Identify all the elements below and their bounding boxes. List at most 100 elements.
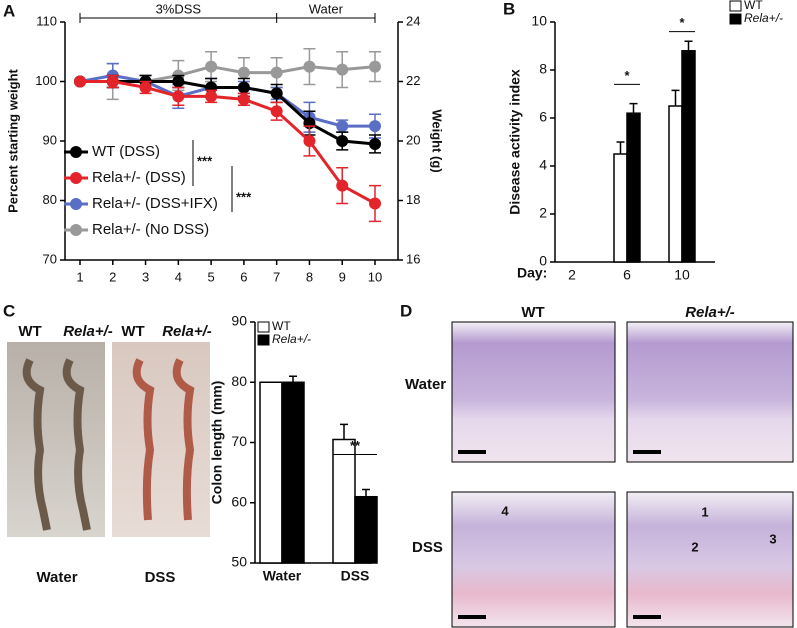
panel-label: A <box>3 1 15 20</box>
point <box>369 120 381 133</box>
x-tick-label: 9 <box>339 269 346 284</box>
error-bar <box>362 488 370 497</box>
histology-image <box>626 491 794 628</box>
point <box>205 60 218 73</box>
y2-axis-label: Weight (g) <box>430 109 445 172</box>
bar <box>332 438 356 564</box>
point <box>172 75 185 88</box>
histology-image <box>451 321 616 463</box>
point <box>270 87 283 100</box>
annotation: 3%DSS <box>156 1 202 16</box>
legend-label: WT (DSS) <box>92 143 160 160</box>
photo-dss <box>112 342 210 537</box>
photo-label: Rela+/- <box>162 323 212 340</box>
legend-marker <box>70 146 82 158</box>
x-tick-label: 4 <box>175 269 182 284</box>
bar <box>681 50 696 263</box>
photo-label: WT <box>121 323 144 340</box>
y-tick-label: 70 <box>43 251 57 266</box>
bar <box>281 381 305 564</box>
point <box>336 120 349 133</box>
histology-column: WT <box>521 304 544 321</box>
x-tick-label: 10 <box>368 269 382 284</box>
point <box>106 75 119 88</box>
annotation: *** <box>236 189 252 204</box>
x-tick-label: 3 <box>142 269 149 284</box>
error-bar <box>671 89 680 106</box>
point <box>303 135 316 147</box>
annotation: * <box>624 68 630 83</box>
x-tick-label: DSS <box>341 568 370 584</box>
bar <box>626 112 641 263</box>
legend-swatch <box>729 13 742 25</box>
error-bar <box>629 102 638 114</box>
legend-swatch <box>257 334 270 346</box>
bar <box>354 495 378 564</box>
point <box>237 93 250 106</box>
annotation: *** <box>197 153 213 168</box>
x-tick-label: 1 <box>76 269 83 284</box>
y-tick-label: 4 <box>539 157 547 173</box>
y-tick-label: 70 <box>231 433 247 449</box>
point <box>369 137 381 150</box>
y2-tick-label: 16 <box>406 251 420 266</box>
error-bar <box>289 375 297 383</box>
histology-marker: 2 <box>691 539 698 554</box>
point <box>205 90 218 103</box>
legend-label: Rela+/- <box>272 332 311 346</box>
point <box>172 90 185 103</box>
y-tick-label: 90 <box>231 313 247 329</box>
colon <box>22 358 91 531</box>
photo-water <box>7 342 105 537</box>
histology-image <box>451 491 616 628</box>
y-tick-label: 80 <box>231 373 247 389</box>
annotation: ** <box>350 438 361 453</box>
x-tick-label: 2 <box>109 269 116 284</box>
y-tick-label: 80 <box>43 192 57 207</box>
x-tick-label: 2 <box>568 267 576 283</box>
colon <box>132 358 195 521</box>
histology-image <box>626 321 794 463</box>
y-tick-label: 110 <box>36 13 57 28</box>
bar <box>259 381 283 564</box>
legend-label: Rela+/- (DSS) <box>92 169 186 186</box>
photo-label: Rela+/- <box>63 323 113 340</box>
x-tick-label: 10 <box>674 267 690 283</box>
photo-condition: DSS <box>145 569 176 586</box>
legend-swatch <box>729 0 742 12</box>
error-bar <box>616 141 625 154</box>
legend-label: WT <box>744 0 763 12</box>
y2-tick-label: 22 <box>406 73 420 88</box>
panel-label: D <box>400 301 412 320</box>
point <box>303 60 316 73</box>
legend-marker <box>70 172 82 184</box>
point <box>139 81 152 94</box>
y2-tick-label: 24 <box>406 13 420 28</box>
legend-marker <box>70 198 82 210</box>
histology-marker: 1 <box>701 504 708 519</box>
x-tick-label: 8 <box>306 269 313 284</box>
y-axis-label: Colon length (mm) <box>209 381 225 505</box>
annotation: * <box>679 15 685 30</box>
histology-marker: 3 <box>769 531 776 546</box>
histology-marker: 4 <box>501 503 509 518</box>
y2-tick-label: 18 <box>406 192 420 207</box>
x-tick-label: 6 <box>240 269 247 284</box>
y2-tick-label: 20 <box>406 132 420 147</box>
bar <box>613 153 628 263</box>
histology-row: DSS <box>412 539 443 556</box>
panel-label: B <box>503 0 515 18</box>
y-tick-label: 0 <box>539 253 547 269</box>
y-tick-label: 100 <box>35 73 57 88</box>
point <box>369 197 381 210</box>
y-tick-label: 2 <box>539 205 547 221</box>
y-tick-label: 6 <box>539 109 547 125</box>
point <box>74 75 86 88</box>
point <box>237 81 250 94</box>
point <box>237 66 250 79</box>
panel-label: C <box>3 301 15 320</box>
error-bar <box>684 40 693 51</box>
x-tick-label: 6 <box>623 267 631 283</box>
y-tick-label: 60 <box>231 493 247 509</box>
histology-row: Water <box>405 376 446 393</box>
